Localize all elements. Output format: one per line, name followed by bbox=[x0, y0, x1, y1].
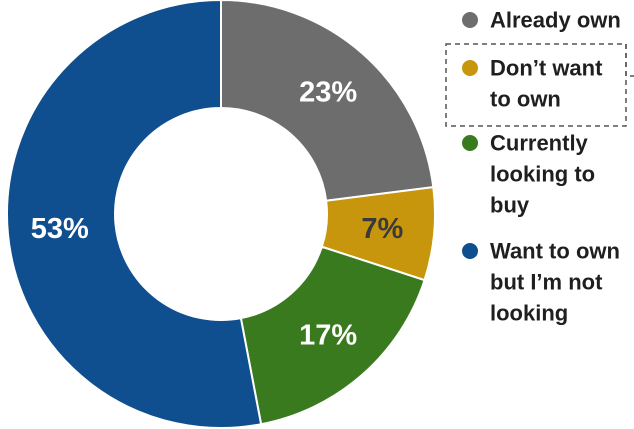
legend-highlight-box bbox=[445, 43, 627, 127]
legend-item-currently-looking: Currently looking to buy bbox=[462, 131, 595, 218]
legend-label-already-own-line-1: Already own bbox=[490, 8, 621, 33]
slice-label-want-to-own-not-looking: 53% bbox=[31, 213, 89, 245]
legend-swatch-want-to-own-not-looking bbox=[462, 243, 478, 259]
legend: Already own Don’t want to own Currently look… bbox=[445, 8, 634, 326]
legend-swatch-dont-want-to-own bbox=[462, 60, 478, 76]
slice-label-currently-looking: 17% bbox=[299, 320, 357, 352]
legend-label-dont-want-to-own-line-2: to own bbox=[490, 87, 561, 112]
slice-want-to-own-not-looking bbox=[6, 0, 263, 429]
slice-currently-looking bbox=[239, 245, 426, 426]
legend-swatch-currently-looking bbox=[462, 135, 478, 151]
legend-label-currently-looking-line-2: looking to bbox=[490, 162, 595, 187]
donut-slices bbox=[6, 0, 436, 429]
legend-label-want-to-own-not-looking-line-2: but I’m not bbox=[490, 270, 603, 295]
legend-item-dont-want-to-own: Don’t want to own bbox=[445, 43, 634, 127]
legend-label-dont-want-to-own-line-1: Don’t want bbox=[490, 56, 603, 81]
legend-label-want-to-own-not-looking-line-1: Want to own bbox=[490, 239, 620, 264]
slice-value-labels: 23% 7% 17% 53% bbox=[31, 76, 404, 351]
slice-already-own bbox=[220, 0, 435, 202]
legend-item-want-to-own-not-looking: Want to own but I’m not looking bbox=[462, 239, 620, 326]
slice-label-already-own: 23% bbox=[299, 76, 357, 108]
legend-label-want-to-own-not-looking-line-3: looking bbox=[490, 301, 568, 326]
legend-label-currently-looking-line-3: buy bbox=[490, 193, 530, 218]
legend-label-currently-looking-line-1: Currently bbox=[490, 131, 589, 156]
legend-swatch-already-own bbox=[462, 12, 478, 28]
slice-label-dont-want-to-own: 7% bbox=[361, 213, 403, 245]
legend-callout-connector bbox=[625, 44, 634, 77]
legend-item-already-own: Already own bbox=[462, 8, 621, 33]
